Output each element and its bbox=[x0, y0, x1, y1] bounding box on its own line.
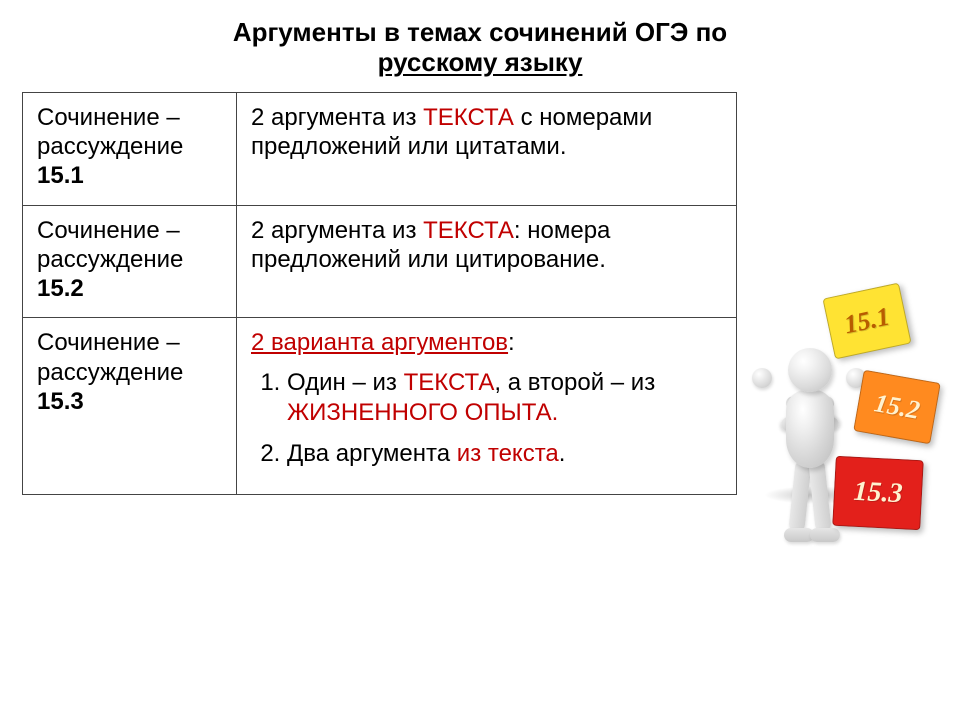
mascot-illustration: 15.1 15.2 15.3 bbox=[742, 290, 942, 570]
v-before: Два аргумента bbox=[287, 440, 457, 467]
desc-before: 2 аргумента из bbox=[251, 104, 423, 131]
label-prefix: Сочинение – рассуждение bbox=[37, 104, 183, 160]
sign-text: 15.1 bbox=[842, 302, 893, 341]
mascot-body bbox=[786, 390, 834, 468]
sign-text: 15.2 bbox=[872, 388, 922, 425]
v-mid: , а второй – из bbox=[494, 369, 655, 396]
sign-15-3: 15.3 bbox=[832, 456, 924, 531]
v-red-1: из текста bbox=[457, 440, 559, 467]
mascot-leg-left bbox=[788, 459, 811, 532]
sign-15-1: 15.1 bbox=[822, 283, 911, 360]
page-title: Аргументы в темах сочинений ОГЭ по русск… bbox=[22, 18, 938, 78]
label-number: 15.3 bbox=[37, 388, 84, 415]
row-1-desc: 2 аргумента из ТЕКСТА с номерами предлож… bbox=[237, 92, 737, 205]
row-3-label: Сочинение – рассуждение 15.3 bbox=[23, 318, 237, 494]
mascot-head bbox=[788, 348, 832, 392]
variants-heading: 2 варианта аргументов bbox=[251, 329, 508, 356]
desc-red: ТЕКСТА bbox=[423, 104, 514, 131]
row-3-desc: 2 варианта аргументов: Один – из ТЕКСТА,… bbox=[237, 318, 737, 494]
table-row: Сочинение – рассуждение 15.2 2 аргумента… bbox=[23, 205, 737, 318]
mascot-hand-left bbox=[752, 368, 772, 388]
list-item: Два аргумента из текста. bbox=[287, 439, 724, 470]
desc-before: 2 аргумента из bbox=[251, 217, 423, 244]
arguments-table: Сочинение – рассуждение 15.1 2 аргумента… bbox=[22, 92, 737, 495]
sign-15-2: 15.2 bbox=[853, 370, 941, 445]
v-after: . bbox=[559, 440, 566, 467]
variants-list: Один – из ТЕКСТА, а второй – из ЖИЗНЕННО… bbox=[251, 368, 724, 470]
table-row: Сочинение – рассуждение 15.1 2 аргумента… bbox=[23, 92, 737, 205]
label-prefix: Сочинение – рассуждение bbox=[37, 329, 183, 385]
label-prefix: Сочинение – рассуждение bbox=[37, 217, 183, 273]
label-number: 15.1 bbox=[37, 162, 84, 189]
sign-text: 15.3 bbox=[853, 476, 904, 511]
row-2-label: Сочинение – рассуждение 15.2 bbox=[23, 205, 237, 318]
row-2-desc: 2 аргумента из ТЕКСТА: номера предложени… bbox=[237, 205, 737, 318]
title-line-1: Аргументы в темах сочинений ОГЭ по bbox=[233, 17, 727, 47]
list-item: Один – из ТЕКСТА, а второй – из ЖИЗНЕННО… bbox=[287, 368, 724, 429]
label-number: 15.2 bbox=[37, 275, 84, 302]
variants-heading-colon: : bbox=[508, 329, 515, 356]
v-red-1: ТЕКСТА bbox=[404, 369, 495, 396]
mascot-leg-right bbox=[808, 459, 831, 532]
v-before: Один – из bbox=[287, 369, 404, 396]
title-line-2: русскому языку bbox=[378, 47, 583, 77]
page: Аргументы в темах сочинений ОГЭ по русск… bbox=[0, 0, 960, 720]
desc-red: ТЕКСТА bbox=[423, 217, 514, 244]
row-1-label: Сочинение – рассуждение 15.1 bbox=[23, 92, 237, 205]
mascot-foot-right bbox=[810, 528, 840, 542]
table-row: Сочинение – рассуждение 15.3 2 варианта … bbox=[23, 318, 737, 494]
v-red-2: ЖИЗНЕННОГО ОПЫТА. bbox=[287, 399, 558, 426]
